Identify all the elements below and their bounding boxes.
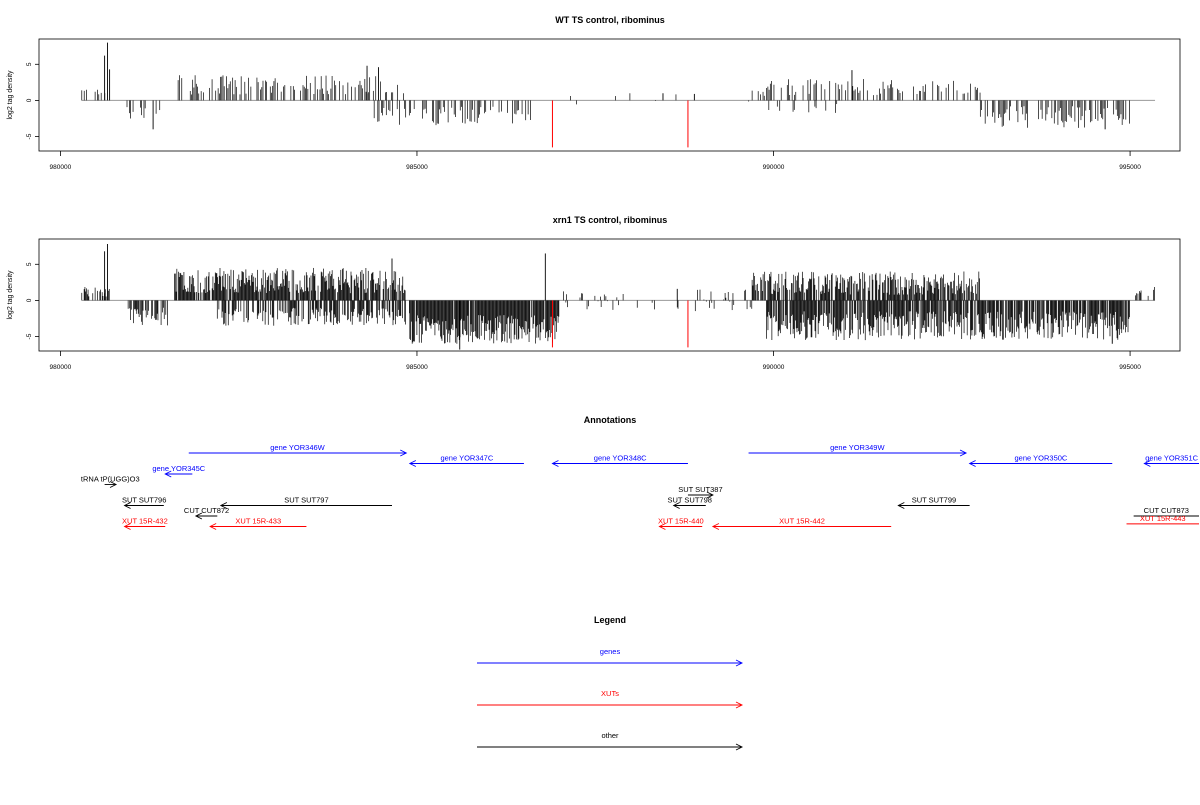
marker-series <box>551 100 689 148</box>
legend-arrowhead <box>735 659 744 667</box>
annotations-title: Annotations <box>584 415 637 425</box>
feature-arrowhead <box>551 460 559 467</box>
feature-arrowhead <box>959 449 968 457</box>
y-axis-label: log2 tag density <box>7 70 14 120</box>
y-tick-label: -5 <box>26 333 33 339</box>
feature-label: gene YOR346W <box>270 443 325 452</box>
feature-label: SUT SUT796 <box>122 496 166 505</box>
feature-arrowhead <box>968 460 976 467</box>
panel-xrn1: xrn1 TS control, ribominus log2 tag dens… <box>7 215 1181 371</box>
feature-label: XUT 15R-432 <box>122 517 168 526</box>
y-axis: 5 0 -5 <box>26 62 39 139</box>
feature-label: SUT SUT798 <box>667 496 711 505</box>
feature-label: SUT SUT799 <box>912 496 956 505</box>
feature-arrowhead <box>123 523 131 530</box>
marker-series <box>551 300 689 348</box>
feature-arrowhead <box>123 502 131 509</box>
legend-arrowhead <box>735 743 744 751</box>
x-tick-label: 990000 <box>763 364 785 371</box>
feature-arrowhead <box>219 502 228 509</box>
x-tick-label: 985000 <box>406 164 428 171</box>
feature-label: XUT 15R-433 <box>235 517 281 526</box>
legend-title: Legend <box>594 615 626 625</box>
legend-label: other <box>601 731 619 740</box>
feature-arrowhead <box>194 512 203 520</box>
feature-arrowhead <box>711 523 720 530</box>
feature-label: SUT SUT387 <box>678 485 722 494</box>
legend-label: genes <box>600 647 621 656</box>
legend-items: genes XUTs other <box>477 647 744 751</box>
feature-arrowhead <box>706 491 714 499</box>
y-tick-label: 0 <box>26 298 33 302</box>
legend-label: XUTs <box>601 689 619 698</box>
feature-arrowhead <box>672 502 680 509</box>
feature-arrowhead <box>408 460 417 467</box>
bar-series <box>81 244 1156 350</box>
feature-label: XUT 15R-442 <box>779 517 825 526</box>
y-axis: 5 0 -5 <box>26 262 39 339</box>
x-axis: 980000 985000 990000 995000 <box>50 351 1141 371</box>
x-tick-label: 995000 <box>1119 164 1141 171</box>
x-tick-label: 980000 <box>50 164 72 171</box>
feature-label: SUT SUT797 <box>284 496 328 505</box>
feature-label: XUT 15R-440 <box>658 517 704 526</box>
legend-panel: Legend genes XUTs other <box>477 615 744 751</box>
feature-arrowhead <box>1143 460 1151 467</box>
panel-wt: WT TS control, ribominus log2 tag densit… <box>7 15 1181 171</box>
panel-title: xrn1 TS control, ribominus <box>553 215 668 225</box>
feature-arrowhead <box>109 481 118 488</box>
plot-frame <box>38 38 1181 152</box>
y-tick-label: 5 <box>26 262 33 266</box>
feature-label: gene YOR348C <box>594 454 647 463</box>
x-tick-label: 990000 <box>763 164 785 171</box>
feature-label: gene YOR351C <box>1145 454 1198 463</box>
y-tick-label: 5 <box>26 62 33 66</box>
x-tick-label: 995000 <box>1119 364 1141 371</box>
y-tick-label: 0 <box>26 98 33 102</box>
x-tick-label: 980000 <box>50 364 72 371</box>
panel-title: WT TS control, ribominus <box>555 15 665 25</box>
annotation-features: gene YOR346W gene YOR347C gene YOR348C gene… <box>81 443 1199 530</box>
x-axis: 980000 985000 990000 995000 <box>50 151 1141 171</box>
feature-label: gene YOR347C <box>440 454 493 463</box>
legend-arrowhead <box>735 701 744 709</box>
feature-label: CUT CUT872 <box>184 506 229 515</box>
feature-label: CUT CUT873 <box>1144 506 1189 515</box>
x-tick-label: 985000 <box>406 364 428 371</box>
y-axis-label: log2 tag density <box>7 270 14 320</box>
feature-label: XUT 15R-443 <box>1140 514 1186 523</box>
feature-arrowhead <box>209 523 217 530</box>
feature-label: gene YOR345C <box>152 464 205 473</box>
feature-arrowhead <box>400 449 408 457</box>
feature-arrowhead <box>658 523 666 530</box>
feature-arrowhead <box>897 502 905 509</box>
plot-frame <box>38 238 1181 352</box>
feature-label: gene YOR350C <box>1015 454 1068 463</box>
y-tick-label: -5 <box>26 133 33 139</box>
feature-label: tRNA tP(UGG)O3 <box>81 475 140 484</box>
feature-arrowhead <box>164 470 172 478</box>
bar-series <box>81 42 1156 130</box>
feature-label: gene YOR349W <box>830 443 885 452</box>
